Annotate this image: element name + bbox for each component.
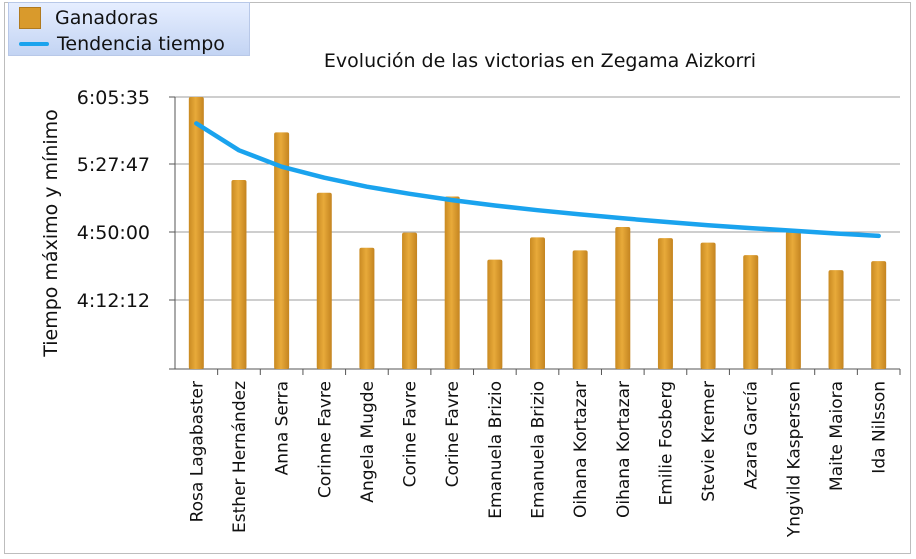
x-tick-label-3: Corinne Favre	[315, 381, 335, 498]
x-tick-label-11: Emilie Fosberg	[656, 381, 676, 506]
x-tick-labels: Rosa Lagabaster Esther Hernández Anna Serr…	[187, 381, 889, 538]
x-tick-label-7: Emanuela Brizio	[486, 381, 506, 519]
legend-item-bars: Ganadoras	[19, 7, 158, 29]
bar-16	[871, 261, 887, 369]
bar-0	[188, 97, 204, 369]
legend-trend-label: Tendencia tiempo	[57, 33, 225, 55]
y-tick-label-2: 5:27:47	[77, 154, 150, 176]
chart-title: Evolución de las victorias en Zegama Aiz…	[324, 50, 756, 72]
y-axis-label: Tiempo máximo y mínimo	[40, 109, 62, 358]
legend-item-trend: Tendencia tiempo	[19, 33, 225, 55]
x-tick-label-5: Corine Favre	[401, 381, 421, 487]
x-tick-label-13: Azara García	[742, 381, 762, 489]
bar-series	[188, 97, 887, 369]
trend-series	[194, 121, 881, 239]
y-tick-label-0: 4:12:12	[77, 290, 150, 312]
x-tick-label-16: Ida Nilsson	[870, 381, 890, 474]
legend: Ganadoras Tendencia tiempo	[8, 2, 250, 56]
y-tick-label-3: 6:05:35	[77, 87, 150, 109]
legend-bar-swatch	[19, 7, 41, 29]
bar-8	[530, 237, 545, 369]
y-tick-labels: 4:12:12 4:50:00 5:27:47 6:05:35	[77, 87, 150, 312]
bar-6	[444, 196, 460, 369]
x-tick-label-15: Maite Maiora	[827, 381, 847, 491]
bar-2	[274, 132, 290, 369]
bar-3	[316, 192, 332, 369]
bar-11	[657, 238, 673, 369]
bar-9	[572, 250, 588, 369]
x-tick-label-8: Emanuela Brizio	[529, 381, 549, 519]
x-tick-label-0: Rosa Lagabaster	[187, 381, 207, 522]
bar-1	[231, 179, 247, 369]
x-tick-label-9: Oihana Kortazar	[571, 381, 591, 518]
legend-bars-label: Ganadoras	[55, 7, 159, 29]
x-tick-label-6: Corine Favre	[443, 381, 463, 487]
bar-12	[700, 242, 716, 369]
bar-7	[487, 259, 503, 369]
legend-line-swatch	[19, 42, 49, 46]
x-tick-label-4: Angela Mugde	[358, 381, 378, 503]
bar-15	[828, 270, 844, 369]
bar-14	[785, 231, 801, 369]
bar-4	[359, 247, 375, 369]
bar-13	[743, 255, 759, 369]
bar-5	[402, 232, 418, 369]
x-tick-label-12: Stevie Kremer	[699, 381, 719, 502]
x-tick-label-1: Esther Hernández	[230, 381, 250, 533]
x-tick-label-10: Oihana Kortazar	[614, 381, 634, 518]
x-tick-label-14: Yngvild Kaspersen	[784, 381, 804, 538]
trend-line	[194, 121, 881, 239]
x-tick-label-2: Anna Serra	[273, 381, 293, 475]
y-tick-label-1: 4:50:00	[77, 222, 150, 244]
bar-10	[615, 226, 631, 369]
